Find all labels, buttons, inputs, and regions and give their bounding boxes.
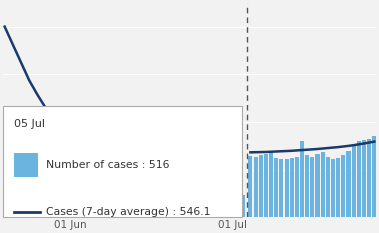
- Bar: [124, 169, 130, 217]
- Bar: [372, 136, 376, 217]
- Bar: [132, 171, 139, 217]
- Bar: [100, 163, 106, 217]
- Bar: [321, 152, 325, 217]
- Bar: [181, 181, 188, 217]
- Bar: [295, 157, 299, 217]
- Bar: [274, 158, 278, 217]
- Bar: [279, 159, 283, 217]
- Bar: [248, 156, 252, 217]
- Bar: [331, 159, 335, 217]
- Bar: [173, 179, 180, 217]
- Bar: [367, 139, 371, 217]
- Bar: [165, 178, 171, 217]
- FancyBboxPatch shape: [3, 106, 242, 217]
- Bar: [83, 160, 90, 217]
- Bar: [352, 146, 356, 217]
- Bar: [116, 166, 122, 217]
- Bar: [305, 155, 309, 217]
- Bar: [269, 151, 273, 217]
- Bar: [290, 158, 294, 217]
- Bar: [259, 155, 263, 217]
- Bar: [198, 185, 204, 217]
- Bar: [315, 154, 319, 217]
- Bar: [300, 141, 304, 217]
- Bar: [326, 157, 330, 217]
- Bar: [230, 192, 237, 217]
- Bar: [26, 144, 33, 217]
- Bar: [2, 116, 8, 217]
- Bar: [341, 155, 345, 217]
- Bar: [238, 195, 245, 217]
- Bar: [346, 151, 351, 217]
- Bar: [91, 162, 98, 217]
- Bar: [9, 124, 16, 217]
- Bar: [50, 124, 57, 217]
- Bar: [59, 154, 65, 217]
- Text: Cases (7-day average) : 546.1: Cases (7-day average) : 546.1: [46, 207, 210, 217]
- FancyBboxPatch shape: [14, 153, 38, 177]
- Bar: [310, 157, 315, 217]
- Bar: [42, 152, 49, 217]
- Bar: [214, 188, 221, 217]
- Bar: [336, 158, 340, 217]
- Bar: [67, 157, 73, 217]
- Bar: [285, 159, 288, 217]
- Bar: [18, 134, 24, 217]
- Bar: [34, 148, 41, 217]
- Bar: [206, 186, 212, 217]
- Text: Number of cases : 516: Number of cases : 516: [46, 160, 169, 170]
- Bar: [190, 182, 196, 217]
- Bar: [141, 174, 147, 217]
- Bar: [357, 141, 361, 217]
- Bar: [254, 157, 258, 217]
- Text: 05 Jul: 05 Jul: [14, 119, 45, 129]
- Bar: [222, 190, 229, 217]
- Bar: [157, 176, 163, 217]
- Bar: [264, 154, 268, 217]
- Bar: [362, 140, 366, 217]
- Bar: [149, 175, 155, 217]
- Bar: [108, 155, 114, 217]
- Bar: [75, 158, 81, 217]
